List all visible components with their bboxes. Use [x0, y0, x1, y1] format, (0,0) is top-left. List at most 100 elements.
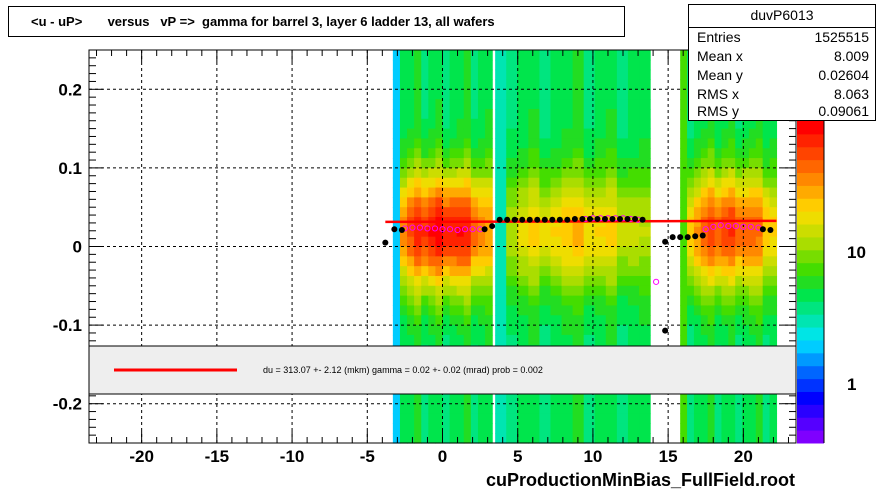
heatmap-cell: [506, 226, 518, 238]
heatmap-cell: [463, 177, 472, 189]
heatmap-cell: [506, 108, 518, 120]
heatmap-cell: [470, 433, 479, 444]
heatmap-cell: [769, 158, 778, 169]
heatmap-cell: [407, 167, 415, 179]
heatmap-cell: [495, 89, 507, 100]
heatmap-cell: [700, 177, 709, 189]
heatmap-cell: [561, 403, 574, 415]
heatmap-cell: [714, 334, 723, 346]
heatmap-cell: [449, 148, 458, 159]
heatmap-cell: [517, 128, 529, 140]
heatmap-cell: [735, 187, 743, 198]
colorbar-swatch: [797, 159, 824, 174]
heatmap-cell: [680, 275, 688, 287]
heatmap-cell: [572, 325, 585, 336]
heatmap-cell: [392, 393, 401, 405]
heatmap-cell: [449, 315, 458, 326]
heatmap-cell: [583, 207, 596, 218]
heatmap-cell: [407, 148, 415, 159]
heatmap-cell: [414, 197, 422, 208]
heatmap-cell: [528, 423, 541, 434]
heatmap-cell: [687, 285, 695, 297]
heatmap-cell: [449, 177, 458, 189]
heatmap-cell: [735, 236, 743, 248]
heatmap-cell: [421, 207, 429, 218]
heatmap-cell: [616, 285, 629, 297]
heatmap-cell: [506, 256, 518, 267]
heatmap-cell: [594, 334, 607, 346]
heatmap-cell: [748, 433, 757, 444]
heatmap-cell: [639, 138, 651, 149]
heatmap-cell: [594, 295, 607, 307]
heatmap-cell: [517, 197, 529, 208]
heatmap-cell: [762, 158, 771, 169]
heatmap-cell: [735, 325, 743, 336]
heatmap-cell: [561, 325, 574, 336]
heatmap-cell: [539, 158, 552, 169]
heatmap-cell: [561, 393, 574, 405]
pink-point: [653, 278, 660, 285]
heatmap-cell: [470, 315, 479, 326]
heatmap-cell: [449, 118, 458, 130]
heatmap-cell: [707, 197, 716, 208]
y-tick-label: 0.2: [58, 80, 82, 99]
heatmap-cell: [680, 266, 688, 277]
heatmap-cell: [407, 413, 415, 424]
heatmap-cell: [627, 334, 640, 346]
heatmap-cell: [392, 99, 401, 110]
black-point: [541, 216, 548, 223]
y-tick-label: 0: [73, 238, 82, 257]
heatmap-cell: [627, 59, 640, 71]
heatmap-cell: [762, 138, 771, 149]
heatmap-cell: [449, 285, 458, 297]
heatmap-cell: [442, 334, 451, 346]
heatmap-cell: [506, 69, 518, 81]
heatmap-cell: [407, 69, 415, 81]
heatmap-cell: [539, 295, 552, 307]
heatmap-cell: [680, 158, 688, 169]
heatmap-cell: [707, 423, 716, 434]
heatmap-cell: [735, 275, 743, 287]
heatmap-cell: [742, 295, 750, 307]
heatmap-cell: [755, 148, 764, 159]
heatmap-cell: [728, 187, 736, 198]
heatmap-cell: [435, 305, 444, 316]
heatmap-cell: [583, 79, 596, 90]
heatmap-cell: [583, 226, 596, 238]
black-point: [662, 238, 669, 245]
heatmap-cell: [399, 197, 408, 208]
heatmap-cell: [435, 207, 444, 218]
heatmap-cell: [769, 128, 778, 140]
heatmap-cell: [639, 393, 651, 405]
heatmap-cell: [748, 158, 757, 169]
x-tick-label: 20: [734, 447, 753, 466]
black-point: [391, 226, 398, 233]
heatmap-cell: [435, 79, 444, 90]
heatmap-cell: [463, 59, 472, 71]
heatmap-cell: [561, 50, 574, 61]
heatmap-cell: [421, 413, 429, 424]
heatmap-cell: [700, 207, 709, 218]
heatmap-cell: [517, 256, 529, 267]
heatmap-cell: [627, 423, 640, 434]
heatmap-cell: [392, 187, 401, 198]
heatmap-cell: [583, 187, 596, 198]
heatmap-cell: [485, 177, 493, 189]
heatmap-cell: [561, 207, 574, 218]
heatmap-cell: [435, 403, 444, 415]
heatmap-cell: [428, 79, 437, 90]
heatmap-cell: [755, 275, 764, 287]
black-point: [609, 215, 616, 222]
heatmap-cell: [755, 236, 764, 248]
heatmap-cell: [449, 79, 458, 90]
colorbar-swatch: [797, 236, 824, 251]
grid-layer: [89, 50, 796, 443]
heatmap-cell: [477, 423, 486, 434]
heatmap-cell: [728, 305, 736, 316]
heatmap-cell: [639, 167, 651, 179]
heatmap-cell: [616, 197, 629, 208]
heatmap-cell: [392, 89, 401, 100]
heatmap-cell: [414, 393, 422, 405]
heatmap-cell: [470, 89, 479, 100]
heatmap-cell: [506, 413, 518, 424]
